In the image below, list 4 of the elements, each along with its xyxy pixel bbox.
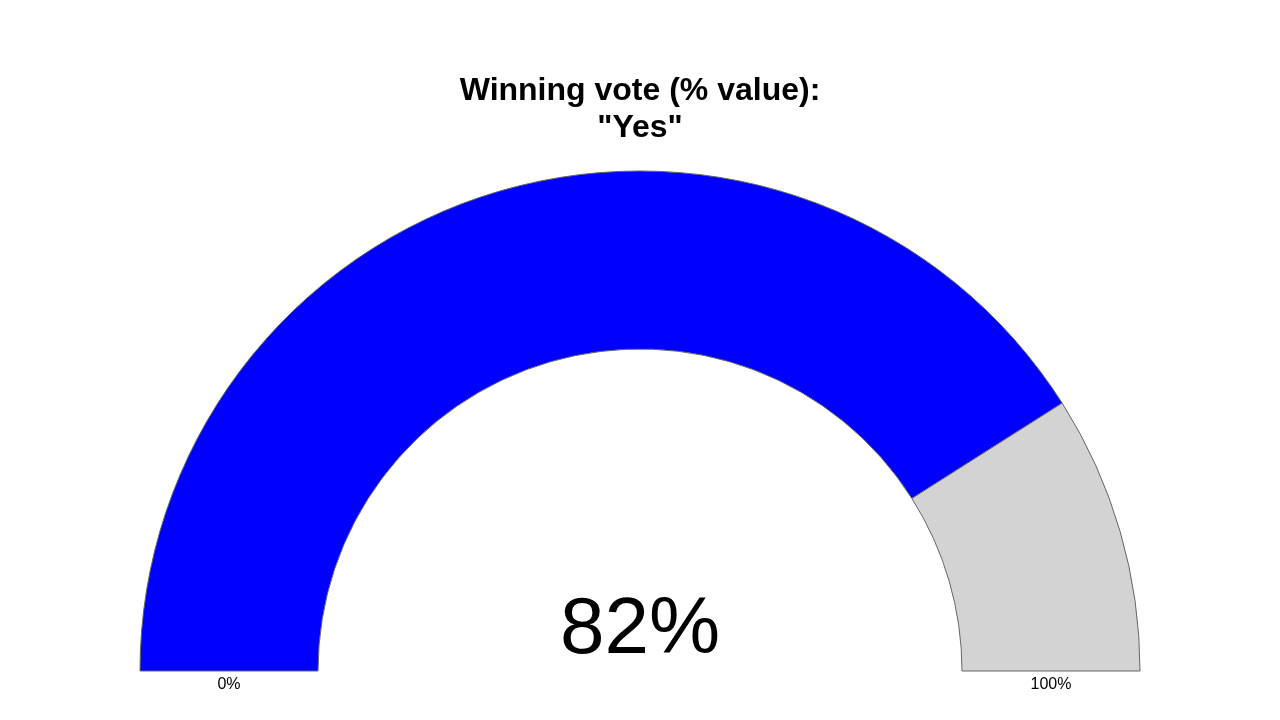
data-label: 82%	[559, 581, 721, 670]
text: 100%	[1030, 675, 1072, 692]
text: 0%	[217, 675, 241, 692]
chart-title: Winning vote (% value): "Yes"	[459, 71, 821, 144]
